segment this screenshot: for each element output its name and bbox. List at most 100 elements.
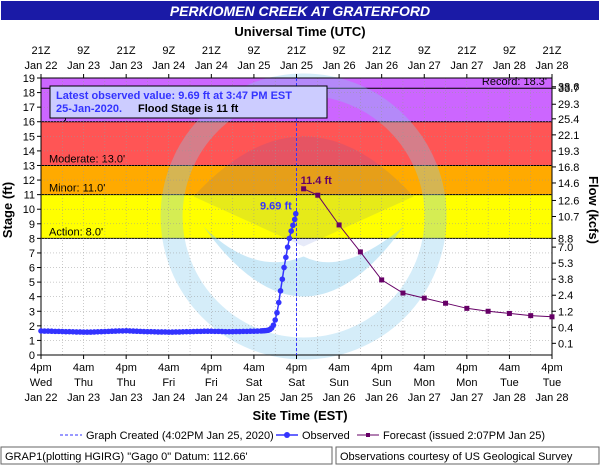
latest-observed-line1: Latest observed value: 9.69 ft at 3:47 P…	[56, 90, 292, 102]
ytick-left-label: 13	[23, 160, 35, 172]
ytick-left-label: 10	[23, 204, 35, 216]
xtick-top-time: 21Z	[117, 45, 136, 57]
ytick-right-label: 33.7	[558, 83, 579, 95]
forecast-point	[464, 305, 470, 311]
axes: 0123456789101112131415161718190.10.41.22…	[23, 45, 580, 404]
xtick-top-date: Jan 26	[365, 60, 398, 72]
xtick-top-time: 21Z	[32, 45, 51, 57]
xtick-top-time: 21Z	[543, 45, 562, 57]
record-label: Record: 18.3'	[482, 76, 547, 88]
ytick-left-label: 18	[23, 88, 35, 100]
forecast-point	[485, 308, 491, 314]
forecast-point	[421, 295, 427, 301]
observed-point	[279, 276, 286, 282]
forecast-point	[528, 313, 534, 319]
xtick-top-date: Jan 24	[195, 60, 228, 72]
bottom-axis-title: Site Time (EST)	[252, 408, 347, 423]
ytick-right-label: 1.2	[558, 306, 573, 318]
watermark-bird-icon	[193, 136, 414, 247]
xtick-top-date: Jan 26	[323, 60, 356, 72]
observed-value-label: 9.69 ft	[260, 201, 292, 213]
xtick-bottom-date: Jan 24	[195, 392, 228, 404]
latest-observed-line2: 25-Jan-2020.	[56, 103, 122, 115]
ytick-left-label: 5	[29, 277, 35, 289]
ytick-left-label: 12	[23, 175, 35, 187]
ytick-right-label: 22.1	[558, 130, 579, 142]
xtick-bottom-day: Sat	[288, 377, 305, 389]
forecast-crest-label: 11.4 ft	[301, 175, 333, 187]
xtick-top-date: Jan 23	[67, 60, 100, 72]
xtick-top-time: 9Z	[162, 45, 175, 57]
xtick-bottom-day: Sun	[329, 377, 349, 389]
xtick-bottom-day: Thu	[117, 377, 136, 389]
noaa-watermark	[160, 73, 447, 360]
xtick-top-date: Jan 23	[110, 60, 143, 72]
ytick-left-label: 2	[29, 321, 35, 333]
xtick-top-time: 9Z	[77, 45, 90, 57]
xtick-bottom-day: Tue	[543, 377, 562, 389]
observed-point	[284, 244, 291, 250]
xtick-bottom-day: Fri	[205, 377, 218, 389]
xtick-bottom-time: 4pm	[541, 362, 562, 374]
observed-point	[290, 222, 296, 229]
ytick-left-label: 9	[29, 219, 35, 231]
xtick-bottom-time: 4am	[243, 362, 264, 374]
forecast-point	[400, 290, 406, 296]
forecast-point	[506, 310, 512, 316]
xtick-bottom-date: Jan 26	[365, 392, 398, 404]
xtick-top-time: 9Z	[247, 45, 260, 57]
ytick-right-label: 19.3	[558, 146, 579, 158]
ytick-left-label: 15	[23, 131, 35, 143]
xtick-bottom-date: Jan 24	[152, 392, 185, 404]
legend: Graph Created (4:02PM Jan 25, 2020) Obse…	[60, 430, 545, 442]
right-axis-title: Flow (kcfs)	[586, 176, 600, 244]
forecast-point	[336, 222, 342, 228]
xtick-bottom-time: 4am	[73, 362, 94, 374]
xtick-bottom-date: Jan 23	[110, 392, 143, 404]
xtick-bottom-time: 4am	[414, 362, 435, 374]
xtick-bottom-time: 4pm	[286, 362, 307, 374]
forecast-point	[301, 186, 307, 192]
forecast-point	[379, 277, 385, 283]
xtick-top-time: 21Z	[457, 45, 476, 57]
chart-title: PERKIOMEN CREEK AT GRATERFORD	[170, 3, 430, 19]
ytick-left-label: 0	[29, 350, 35, 362]
xtick-bottom-day: Thu	[74, 377, 93, 389]
ytick-right-label: 0.4	[558, 322, 573, 334]
xtick-bottom-day: Fri	[162, 377, 175, 389]
xtick-bottom-time: 4am	[158, 362, 179, 374]
legend-observed-marker	[284, 432, 290, 438]
xtick-top-time: 21Z	[372, 45, 391, 57]
ytick-left-label: 17	[23, 102, 35, 114]
xtick-bottom-date: Jan 25	[237, 392, 270, 404]
observed-point	[281, 264, 287, 271]
xtick-bottom-time: 4pm	[456, 362, 477, 374]
xtick-top-date: Jan 28	[493, 60, 526, 72]
ytick-right-label: 12.6	[558, 195, 579, 207]
ytick-left-label: 14	[23, 146, 35, 158]
xtick-top-date: Jan 25	[280, 60, 313, 72]
watermark-ring-icon	[160, 73, 447, 360]
xtick-bottom-date: Jan 28	[493, 392, 526, 404]
ytick-right-label: 10.7	[558, 212, 579, 224]
left-axis-title: Stage (ft)	[0, 182, 15, 238]
xtick-bottom-time: 4pm	[201, 362, 222, 374]
xtick-bottom-date: Jan 25	[280, 392, 313, 404]
ytick-right-label: 7.0	[558, 242, 573, 254]
flood-stage-text: Flood Stage is 11 ft	[138, 103, 239, 115]
ytick-right-label: 16.8	[558, 162, 579, 174]
observed-point	[275, 299, 282, 306]
xtick-bottom-date: Jan 23	[67, 392, 100, 404]
xtick-bottom-day: Tue	[500, 377, 519, 389]
ytick-right-label: 0.1	[558, 338, 573, 350]
forecast-point	[549, 314, 555, 320]
xtick-bottom-day: Mon	[414, 377, 435, 389]
forecast-point	[443, 300, 449, 306]
xtick-top-date: Jan 28	[535, 60, 568, 72]
xtick-top-date: Jan 25	[237, 60, 270, 72]
annotations: 9.69 ft 11.4 ft Latest observed value: 9.6…	[49, 85, 333, 213]
xtick-bottom-time: 4am	[328, 362, 349, 374]
xtick-bottom-day: Sun	[372, 377, 392, 389]
